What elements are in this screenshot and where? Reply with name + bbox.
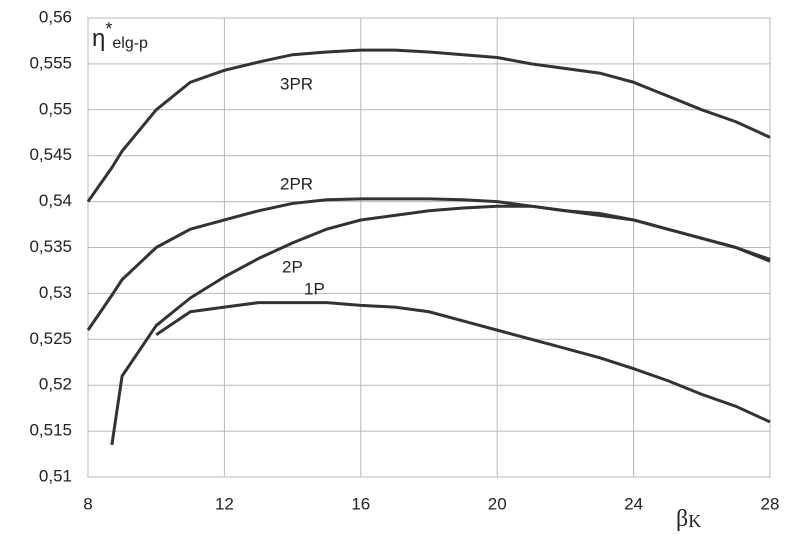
x-tick-label: 28 [761, 494, 780, 513]
y-tick-label: 0,515 [29, 421, 72, 440]
x-tick-label: 12 [215, 494, 234, 513]
x-tick-label: 16 [351, 494, 370, 513]
x-tick-label: 20 [488, 494, 507, 513]
y-tick-label: 0,55 [39, 99, 72, 118]
y-label-sub: elg-p [112, 35, 148, 52]
y-tick-label: 0,555 [29, 53, 72, 72]
series-line [155, 301, 771, 424]
y-tick-label: 0,52 [39, 375, 72, 394]
x-label-sub: K [688, 511, 701, 531]
x-tick-label: 24 [624, 494, 643, 513]
series-line [86, 48, 771, 203]
y-tick-label: 0,525 [29, 329, 72, 348]
y-tick-label: 0,545 [29, 145, 72, 164]
y-tick-label: 0,535 [29, 237, 72, 256]
y-tick-label: 0,56 [39, 7, 72, 26]
series-line [110, 204, 771, 446]
y-tick-label: 0,53 [39, 283, 72, 302]
x-tick-label: 8 [83, 494, 92, 513]
series-label: 1P [304, 279, 325, 298]
series-label: 3PR [280, 74, 313, 93]
y-label-symbol: η [92, 25, 105, 52]
y-tick-label: 0,54 [39, 191, 72, 210]
x-label-symbol: β [676, 506, 688, 532]
series-label: 2P [282, 257, 303, 276]
series-label: 2PR [280, 174, 313, 193]
x-axis-label: βK [676, 506, 701, 532]
y-axis-label: η*elg-p [92, 19, 148, 53]
y-label-sup: * [105, 19, 112, 39]
y-tick-label: 0,51 [39, 466, 72, 485]
